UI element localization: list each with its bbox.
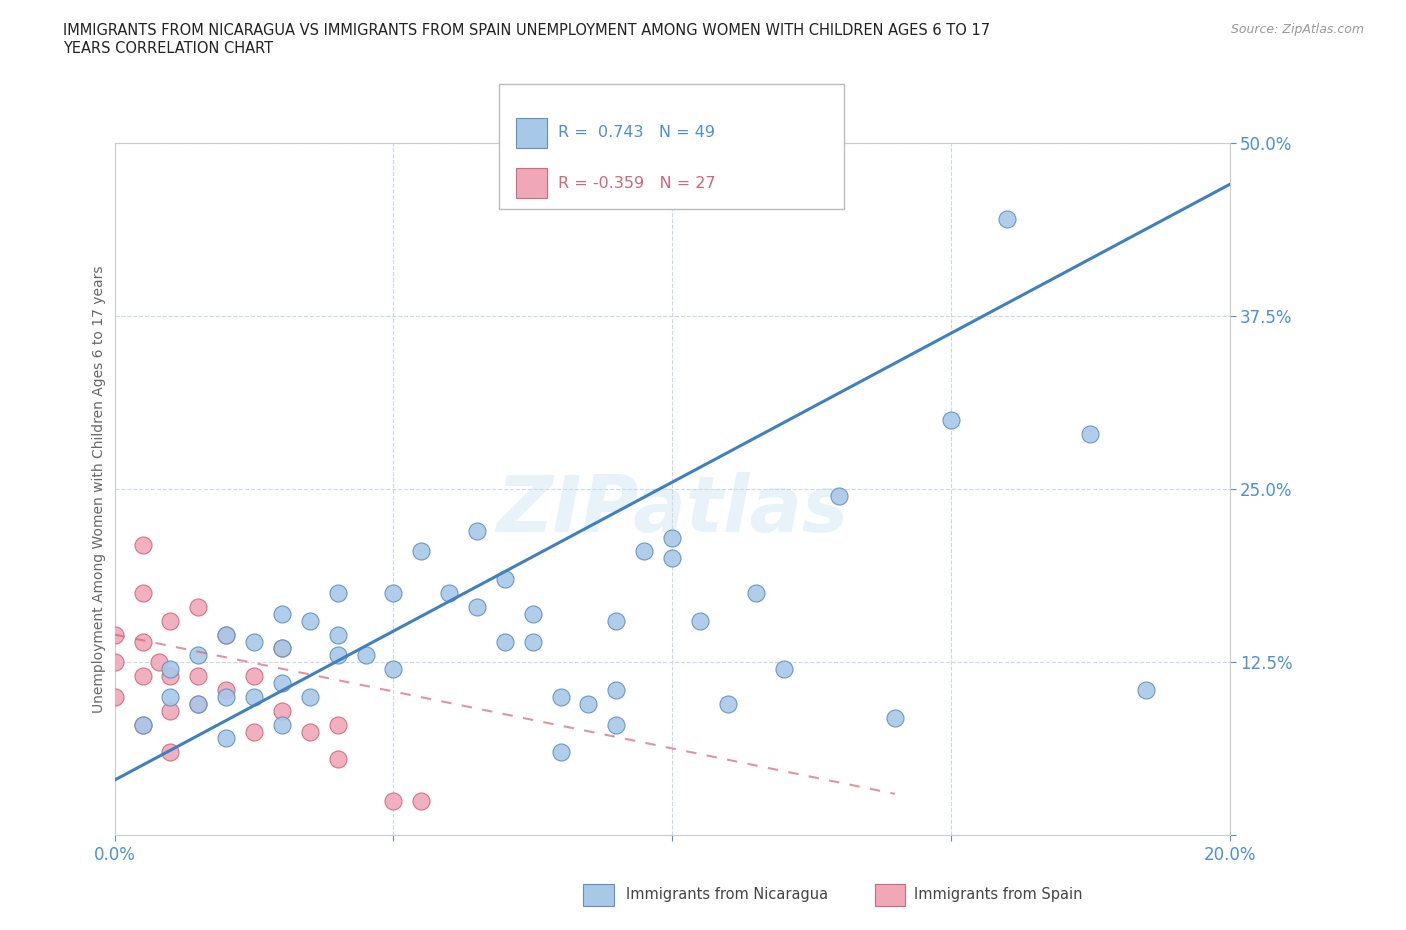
Point [494, 572, 516, 587]
Point [131, 717, 153, 732]
Point [187, 648, 209, 663]
Point [465, 600, 488, 615]
Point [772, 662, 794, 677]
Point [550, 689, 572, 704]
Point [828, 488, 851, 503]
Point [215, 689, 238, 704]
Point [884, 711, 907, 725]
Point [104, 655, 127, 670]
Point [131, 717, 153, 732]
Point [298, 689, 321, 704]
Point [187, 697, 209, 711]
Point [633, 544, 655, 559]
Text: Immigrants from Spain: Immigrants from Spain [914, 887, 1083, 902]
Point [270, 675, 292, 690]
Point [215, 731, 238, 746]
Point [326, 751, 349, 766]
Point [159, 745, 181, 760]
Point [382, 662, 405, 677]
Point [159, 689, 181, 704]
Point [326, 586, 349, 601]
Point [605, 613, 627, 628]
Text: Immigrants from Nicaragua: Immigrants from Nicaragua [626, 887, 828, 902]
Text: R =  0.743   N = 49: R = 0.743 N = 49 [558, 126, 716, 140]
Point [270, 606, 292, 621]
Text: IMMIGRANTS FROM NICARAGUA VS IMMIGRANTS FROM SPAIN UNEMPLOYMENT AMONG WOMEN WITH: IMMIGRANTS FROM NICARAGUA VS IMMIGRANTS … [63, 23, 990, 56]
Point [1078, 426, 1101, 441]
Point [578, 697, 600, 711]
Point [298, 613, 321, 628]
Point [354, 648, 377, 663]
Point [159, 669, 181, 684]
Point [159, 662, 181, 677]
Point [131, 634, 153, 649]
Point [465, 524, 488, 538]
Point [131, 538, 153, 552]
Point [411, 544, 433, 559]
Point [215, 627, 238, 642]
Point [270, 641, 292, 656]
Point [494, 634, 516, 649]
Point [1135, 683, 1157, 698]
Point [411, 793, 433, 808]
Text: Source: ZipAtlas.com: Source: ZipAtlas.com [1230, 23, 1364, 36]
Point [326, 627, 349, 642]
Point [104, 689, 127, 704]
Point [326, 648, 349, 663]
Point [187, 697, 209, 711]
Point [605, 717, 627, 732]
Point [326, 717, 349, 732]
Point [148, 655, 170, 670]
Point [104, 627, 127, 642]
Point [661, 551, 683, 565]
Point [939, 413, 962, 428]
Point [550, 745, 572, 760]
Point [243, 634, 266, 649]
Point [522, 606, 544, 621]
Point [243, 669, 266, 684]
Y-axis label: Unemployment Among Women with Children Ages 6 to 17 years: Unemployment Among Women with Children A… [93, 265, 107, 713]
Point [270, 703, 292, 718]
Point [131, 586, 153, 601]
Point [270, 641, 292, 656]
Point [187, 669, 209, 684]
Point [661, 530, 683, 545]
Point [215, 683, 238, 698]
Text: R = -0.359   N = 27: R = -0.359 N = 27 [558, 176, 716, 191]
Point [382, 586, 405, 601]
Point [187, 600, 209, 615]
Point [382, 793, 405, 808]
Point [522, 634, 544, 649]
Point [131, 669, 153, 684]
Point [270, 717, 292, 732]
Point [243, 724, 266, 739]
Point [437, 586, 460, 601]
Point [243, 689, 266, 704]
Point [995, 212, 1018, 227]
Point [717, 697, 740, 711]
Point [215, 627, 238, 642]
Point [298, 724, 321, 739]
Point [159, 703, 181, 718]
Point [605, 683, 627, 698]
Point [159, 613, 181, 628]
Text: ZIPatlas: ZIPatlas [496, 472, 848, 548]
Point [689, 613, 711, 628]
Point [744, 586, 766, 601]
